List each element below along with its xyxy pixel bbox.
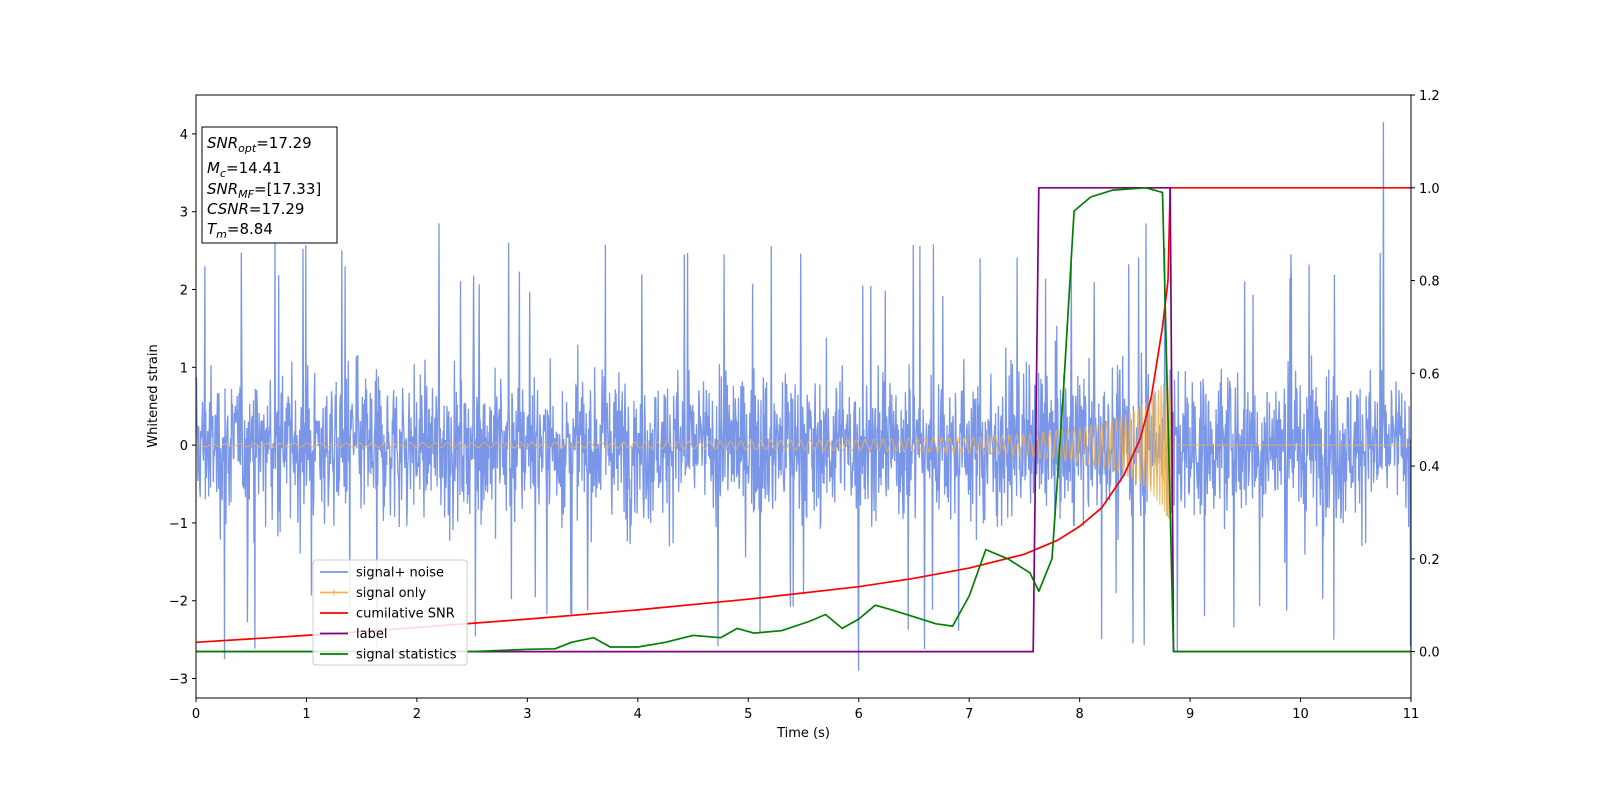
legend: signal+ noise signal only cumilative SNR la… (312, 559, 468, 666)
y-left-tick-label: −3 (169, 673, 188, 688)
x-tick-label: 1 (302, 707, 310, 722)
info-line: CSNR=17.29 (207, 200, 304, 218)
info-line: Tm=8.84 (207, 220, 273, 241)
y-left-tick-label: −1 (169, 517, 188, 532)
x-tick-label: 6 (855, 707, 863, 722)
series-signal-noise (196, 122, 1411, 671)
y-right-tick-label: 0.4 (1419, 460, 1440, 475)
x-axis: 0 1 2 3 4 5 6 7 8 9 10 11 (192, 698, 1419, 722)
y-left-tick-label: 2 (180, 284, 188, 299)
info-line: SNRMF=[17.33] (207, 180, 321, 201)
legend-item: signal+ noise (320, 566, 444, 581)
info-box-frame (201, 126, 338, 244)
legend-label: signal only (356, 586, 426, 601)
info-line: SNRopt=17.29 (207, 134, 312, 155)
x-tick-label: 11 (1403, 707, 1420, 722)
legend-label: cumilative SNR (356, 607, 455, 622)
x-tick-label: 2 (413, 707, 421, 722)
x-tick-label: 9 (1186, 707, 1194, 722)
y-right-tick-label: 0.6 (1419, 367, 1440, 382)
y-axis-right: 0.0 0.2 0.4 0.6 0.8 1.0 1.2 (1411, 89, 1440, 661)
series-signal-only (196, 370, 1411, 519)
x-tick-label: 3 (523, 707, 531, 722)
legend-item: cumilative SNR (320, 607, 455, 622)
x-tick-label: 8 (1075, 707, 1083, 722)
x-axis-label: Time (s) (776, 726, 830, 741)
y-axis-label: Whitened strain (146, 344, 161, 447)
legend-item: label (320, 627, 387, 642)
info-line: Mc=14.41 (207, 159, 282, 180)
x-tick-label: 7 (965, 707, 973, 722)
x-tick-label: 4 (634, 707, 642, 722)
y-right-tick-label: 1.2 (1419, 89, 1440, 104)
y-left-tick-label: 4 (180, 128, 188, 143)
legend-label: signal statistics (356, 648, 457, 663)
series-signal-statistics (196, 186, 1411, 653)
y-left-tick-label: 0 (180, 439, 188, 454)
legend-item: signal statistics (320, 648, 457, 663)
x-tick-label: 5 (744, 707, 752, 722)
x-tick-label: 0 (192, 707, 200, 722)
info-box: SNRopt=17.29 Mc=14.41SNRMF=[17.33]CSNR=17… (201, 126, 338, 244)
y-right-tick-label: 0.2 (1419, 553, 1440, 568)
plot-frame (195, 94, 1412, 699)
legend-item: signal only (320, 586, 426, 601)
legend-label: label (356, 627, 387, 642)
y-left-tick-label: 3 (180, 206, 188, 221)
y-left-tick-label: 1 (180, 361, 188, 376)
y-right-tick-label: 0.8 (1419, 275, 1440, 290)
series-layer (196, 122, 1411, 671)
y-left-tick-label: −2 (169, 595, 188, 610)
x-tick-label: 10 (1292, 707, 1309, 722)
legend-frame (312, 559, 468, 666)
y-right-tick-label: 0.0 (1419, 646, 1440, 661)
legend-label: signal+ noise (356, 566, 444, 581)
series-cumilative-snr (196, 186, 1411, 644)
y-axis-left: −3 −2 −1 0 1 2 3 4 (169, 128, 196, 688)
y-right-tick-label: 1.0 (1419, 182, 1440, 197)
